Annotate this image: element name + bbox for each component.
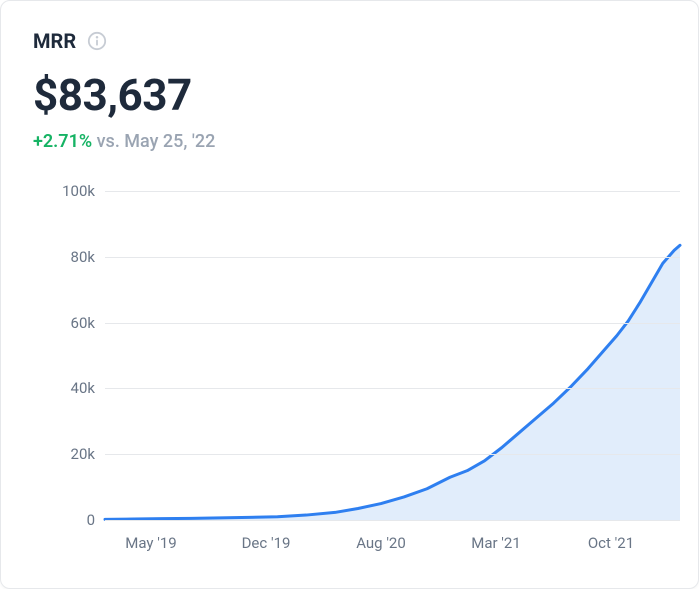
chart-gridline [105,191,680,192]
chart-y-tick-label: 20k [33,445,95,463]
chart-x-tick-label: Dec '19 [242,534,291,552]
chart-y-tick-label: 100k [33,182,95,200]
mrr-chart: 020k40k60k80k100kMay '19Dec '19Aug '20Ma… [33,191,680,560]
chart-y-tick-label: 60k [33,314,95,332]
chart-x-tick-label: Aug '20 [356,534,406,552]
card-header: MRR [33,29,666,53]
chart-gridline [105,520,680,521]
delta-comparison: vs. May 25, '22 [92,131,215,152]
chart-gridline [105,323,680,324]
info-icon[interactable] [86,30,108,52]
metric-delta: +2.71% vs. May 25, '22 [33,131,666,152]
chart-plot-area [105,191,680,520]
metric-value: $83,637 [33,69,666,121]
chart-y-tick-label: 80k [33,248,95,266]
chart-gridline [105,454,680,455]
chart-x-tick-label: Oct '21 [588,534,634,552]
mrr-card: MRR $83,637 +2.71% vs. May 25, '22 0 20k 4… [0,0,699,589]
chart-gridline [105,388,680,389]
chart-series [105,191,680,520]
chart-x-tick-label: Mar '21 [471,534,521,552]
chart-y-tick-label: 40k [33,379,95,397]
chart-gridline [105,257,680,258]
delta-percent: +2.71% [33,131,92,152]
card-title: MRR [33,29,76,53]
chart-area-fill [105,245,680,520]
chart-y-tick-label: 0 [33,511,95,529]
chart-x-tick-label: May '19 [125,534,176,552]
